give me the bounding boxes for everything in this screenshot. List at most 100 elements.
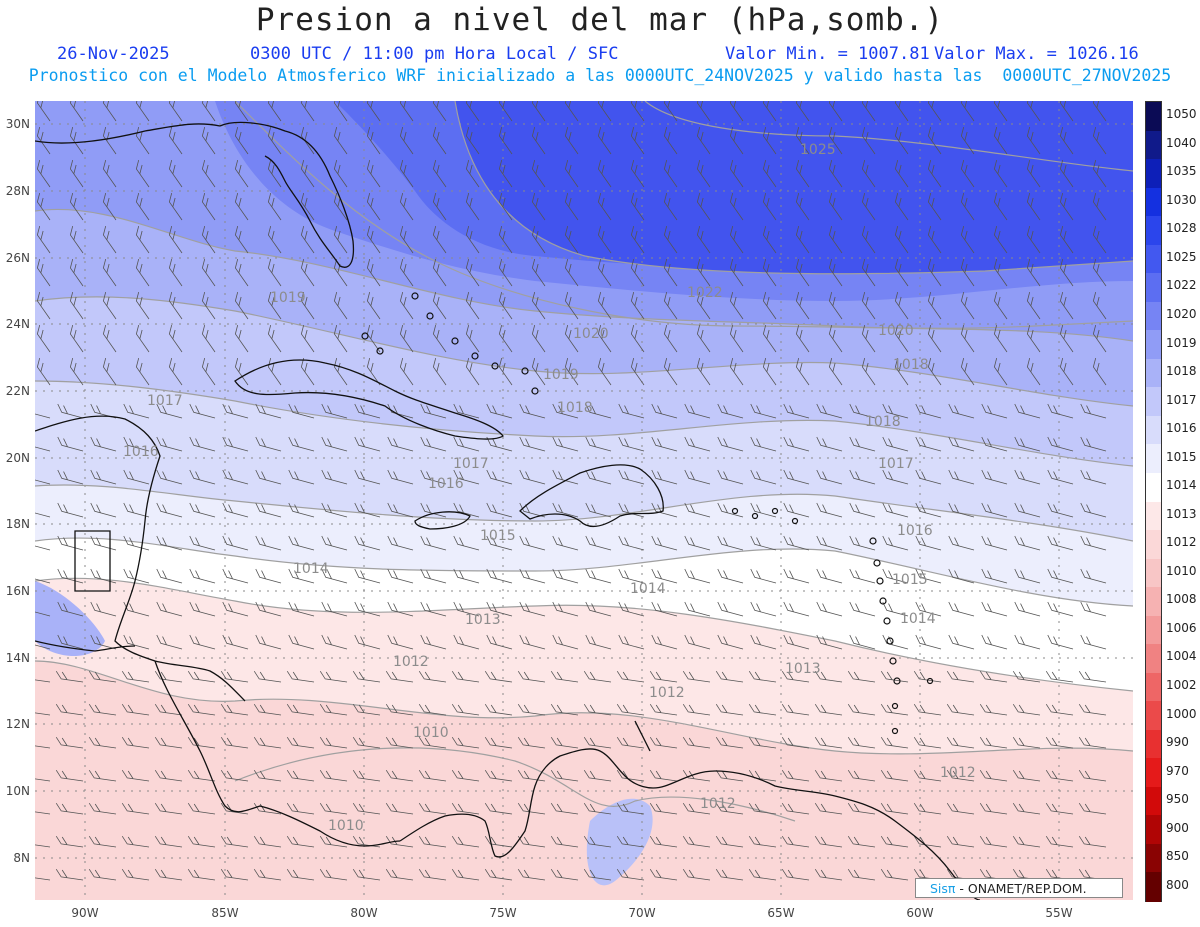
wind-barb <box>762 225 777 254</box>
wind-barb <box>201 192 216 221</box>
wind-barb <box>156 502 183 518</box>
wind-barb <box>861 357 876 386</box>
wind-barb <box>981 403 1008 419</box>
wind-barb <box>781 769 810 782</box>
colorbar-segment <box>1146 501 1161 531</box>
wind-barb <box>453 469 480 485</box>
wind-barb <box>663 258 678 287</box>
wind-barb <box>948 502 975 518</box>
wind-barb <box>123 436 150 452</box>
wind-barb <box>286 736 315 749</box>
colorbar-segment <box>1146 330 1161 360</box>
wind-barb <box>154 868 183 881</box>
wind-barb <box>121 868 150 881</box>
wind-barb <box>927 258 942 287</box>
wind-barb <box>1092 258 1107 287</box>
wind-barb <box>222 403 249 419</box>
wind-barb <box>189 601 216 617</box>
wind-barb <box>795 258 810 287</box>
wind-barb <box>36 225 51 254</box>
wind-barb <box>420 568 447 584</box>
wind-barb <box>715 868 744 881</box>
wind-barb <box>300 291 315 320</box>
lon-label: 65W <box>767 906 795 920</box>
wind-barb <box>717 568 744 584</box>
wind-barb <box>465 225 480 254</box>
wind-barb <box>861 192 876 221</box>
wind-barb <box>849 436 876 452</box>
wind-barb <box>135 357 150 386</box>
wind-barb <box>651 469 678 485</box>
wind-barb <box>201 126 216 155</box>
wind-barb <box>35 835 51 848</box>
wind-barb <box>597 101 612 122</box>
wind-barb <box>286 868 315 881</box>
wind-barb <box>267 357 282 386</box>
wind-barb <box>585 403 612 419</box>
wind-barb <box>531 101 546 122</box>
lat-label: 24N <box>5 317 30 331</box>
wind-barb <box>960 101 975 122</box>
wind-barb <box>915 535 942 551</box>
wind-barb <box>399 159 414 188</box>
wind-barb <box>35 868 51 881</box>
wind-barb <box>696 324 711 353</box>
wind-barb <box>651 634 678 650</box>
colorbar-segment <box>1146 216 1161 246</box>
wind-barb <box>1026 192 1041 221</box>
colorbar-label: 850 <box>1166 849 1189 864</box>
wind-barb <box>288 469 315 485</box>
wind-barb <box>979 670 1008 683</box>
wind-barb <box>57 403 84 419</box>
wind-barb <box>618 502 645 518</box>
wind-barb <box>1080 502 1107 518</box>
wind-barb <box>55 769 84 782</box>
wind-barb <box>1045 769 1074 782</box>
wind-barb <box>418 835 447 848</box>
wind-barb <box>1012 802 1041 815</box>
wind-barb <box>498 101 513 122</box>
wind-barb <box>894 101 909 122</box>
wind-barb <box>1080 601 1107 617</box>
wind-barb <box>616 670 645 683</box>
wind-barb <box>816 601 843 617</box>
wind-barb <box>948 601 975 617</box>
colorbar-label: 1028 <box>1166 221 1197 236</box>
wind-barb <box>880 769 909 782</box>
wind-barb <box>420 535 447 551</box>
wind-barb <box>123 469 150 485</box>
wind-barb <box>35 403 51 419</box>
wind-barb <box>418 868 447 881</box>
wind-barb <box>234 258 249 287</box>
wind-barb <box>762 291 777 320</box>
wind-barb <box>201 291 216 320</box>
wind-barb <box>583 703 612 716</box>
wind-barb <box>960 324 975 353</box>
wind-barb <box>828 357 843 386</box>
wind-barb <box>121 703 150 716</box>
wind-barb <box>486 436 513 452</box>
wind-barb <box>781 736 810 749</box>
wind-barb <box>168 159 183 188</box>
wind-barb <box>519 568 546 584</box>
wind-barb <box>451 802 480 815</box>
wind-barb <box>993 126 1008 155</box>
wind-barb <box>1078 736 1107 749</box>
wind-barb <box>420 436 447 452</box>
wind-barb <box>465 258 480 287</box>
wind-barb <box>717 436 744 452</box>
wind-barb <box>135 126 150 155</box>
wind-barb <box>201 324 216 353</box>
wind-barb <box>519 436 546 452</box>
wind-barb <box>465 192 480 221</box>
colorbar-segment <box>1146 301 1161 331</box>
colorbar-segment <box>1146 615 1161 645</box>
wind-barb <box>1047 436 1074 452</box>
wind-barb <box>861 324 876 353</box>
wind-barb <box>795 101 810 122</box>
colorbar-label: 990 <box>1166 735 1189 750</box>
wind-barb <box>135 225 150 254</box>
wind-barb <box>729 291 744 320</box>
colorbar-segment <box>1146 729 1161 759</box>
wind-barb <box>36 126 51 155</box>
